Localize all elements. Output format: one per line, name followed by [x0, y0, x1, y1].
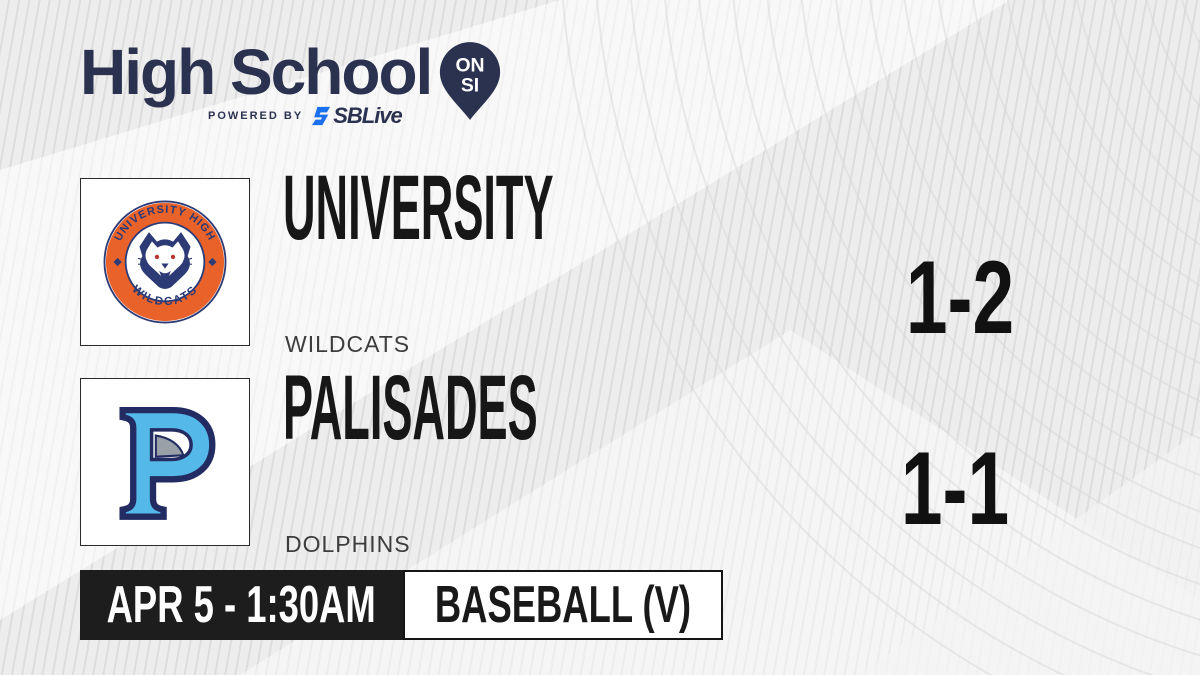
shark-fin-icon: [154, 434, 185, 458]
on-si-pin-icon: ON SI: [439, 42, 501, 120]
sblive-bolt-icon: [312, 106, 331, 126]
wildcat-head-icon: [137, 232, 193, 289]
team2-mascot: DOLPHINS: [285, 531, 411, 557]
team1-logo-card: UNIVERSITY HIGH WILDCATS: [80, 178, 250, 346]
pin-text-si: SI: [461, 75, 479, 97]
team1-record: 1-2: [905, 240, 1015, 356]
sblive-wordmark: SBLive: [333, 103, 403, 128]
powered-by-label: POWERED BY: [208, 110, 304, 122]
sblive-logo: SBLive: [311, 103, 403, 128]
pin-text-on: ON: [455, 54, 484, 76]
team1-name: UNIVERSITY: [283, 157, 554, 259]
university-wildcats-logo: UNIVERSITY HIGH WILDCATS: [103, 200, 227, 324]
event-sport-box: BASEBALL (V): [403, 570, 723, 640]
event-sport: BASEBALL (V): [434, 576, 692, 634]
brand-title: High School: [80, 36, 433, 108]
event-datetime: APR 5 - 1:30AM: [106, 576, 377, 634]
palisades-logo: [119, 406, 216, 520]
team2-record: 1-1: [900, 431, 1010, 547]
powered-by-row: POWERED BY SBLive: [208, 103, 403, 128]
team2-logo-card: [80, 378, 250, 546]
team1-mascot: WILDCATS: [285, 331, 411, 357]
event-bar: APR 5 - 1:30AM BASEBALL (V): [80, 570, 723, 640]
team2-name: PALISADES: [283, 357, 538, 459]
event-datetime-box: APR 5 - 1:30AM: [80, 570, 403, 640]
